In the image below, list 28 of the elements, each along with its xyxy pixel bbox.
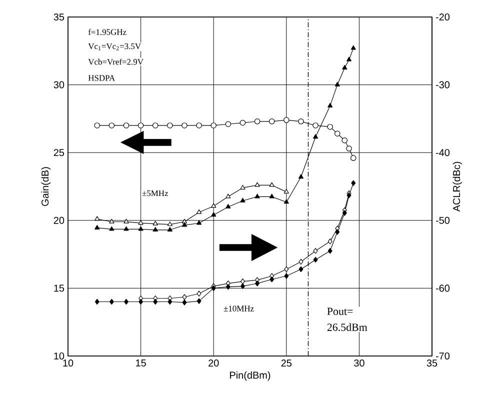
y-tick-label: 25	[54, 149, 64, 156]
y2-tick-label: -60	[436, 284, 450, 292]
annotation: Pout= 26.5dBm	[327, 308, 368, 332]
y-tick-label: 15	[54, 284, 64, 292]
annotation: ±10MHz	[224, 306, 254, 312]
y-axis-title: Gain(dB)	[41, 167, 51, 206]
x-tick-label: 10	[63, 360, 74, 367]
x-tick-label: 15	[136, 360, 146, 366]
x-tick-label: 20	[208, 360, 219, 367]
annotation: HSDPA	[88, 75, 116, 81]
annotation: ±5MHz	[142, 190, 168, 196]
x-tick-label: 35	[426, 360, 438, 367]
x-tick-label: 25	[281, 360, 292, 367]
annotation: Vc$_{1}$=Vc$_{2}$=3.5V	[88, 43, 141, 50]
y2-tick-label: -20	[436, 13, 450, 21]
y2-tick-label: -50	[436, 216, 450, 224]
y2-axis-title: ACLR(dBc)	[452, 162, 462, 212]
y2-tick-label: -30	[436, 81, 450, 88]
annotation: Vcb=Vref=2.9V	[88, 58, 144, 65]
y2-tick-label: -70	[436, 352, 450, 360]
y-tick-label: 20	[54, 216, 64, 224]
annotation: f=1.95GHz	[88, 28, 126, 35]
y2-tick-label: -40	[436, 149, 450, 156]
x-tick-label: 30	[354, 360, 364, 367]
y-tick-label: 10	[54, 352, 64, 360]
y-tick-label: 35	[54, 13, 64, 21]
x-axis-title: Pin(dBm)	[230, 371, 270, 381]
y-tick-label: 30	[54, 81, 64, 88]
